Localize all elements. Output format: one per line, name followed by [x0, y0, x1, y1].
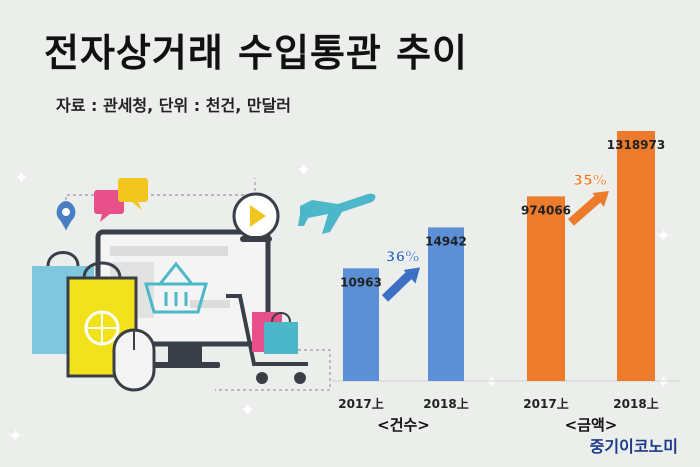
cart-icon	[226, 294, 308, 384]
chart-subtitle: 자료 : 관세청, 단위 : 천건, 만달러	[56, 96, 292, 115]
data-label: 10963	[340, 275, 382, 289]
growth-arrow-head	[592, 191, 609, 207]
mouse-icon	[112, 328, 156, 392]
sparkle-icon: ✦	[14, 168, 30, 189]
sparkle-icon: ✦	[8, 426, 24, 447]
category-label: 2018上	[613, 396, 658, 411]
category-label: 2017上	[338, 396, 383, 411]
sparkle-icon: ✦	[484, 372, 500, 393]
category-label: 2018上	[423, 396, 468, 411]
play-icon	[232, 192, 280, 242]
group-label: <건수>	[377, 416, 430, 434]
sparkle-icon: ✦	[240, 400, 256, 421]
growth-arrow	[568, 192, 604, 226]
growth-label: 36%	[386, 249, 420, 265]
bar	[343, 268, 379, 381]
sparkle-icon: ✦	[296, 160, 312, 181]
bar	[428, 227, 464, 381]
sparkle-icon: ✦	[656, 226, 672, 247]
data-label: 974066	[521, 203, 571, 217]
growth-label: 35%	[573, 173, 607, 189]
growth-arrow-head	[403, 267, 420, 284]
bar	[617, 131, 655, 381]
category-label: 2017上	[523, 396, 568, 411]
data-label: 14942	[425, 234, 467, 248]
brand-logo: 중기이코노미	[589, 437, 678, 456]
group-label: <금액>	[565, 416, 618, 434]
basket-icon	[144, 261, 208, 314]
chat-bubble-icon	[94, 178, 148, 222]
data-label: 1318973	[607, 138, 665, 152]
sparkle-icon: ✦	[656, 372, 672, 393]
bar	[527, 196, 565, 381]
location-pin-icon	[56, 201, 76, 230]
airplane-icon	[298, 193, 376, 234]
chart-title: 전자상거래 수입통관 추이	[44, 31, 469, 75]
growth-arrow	[381, 269, 416, 302]
